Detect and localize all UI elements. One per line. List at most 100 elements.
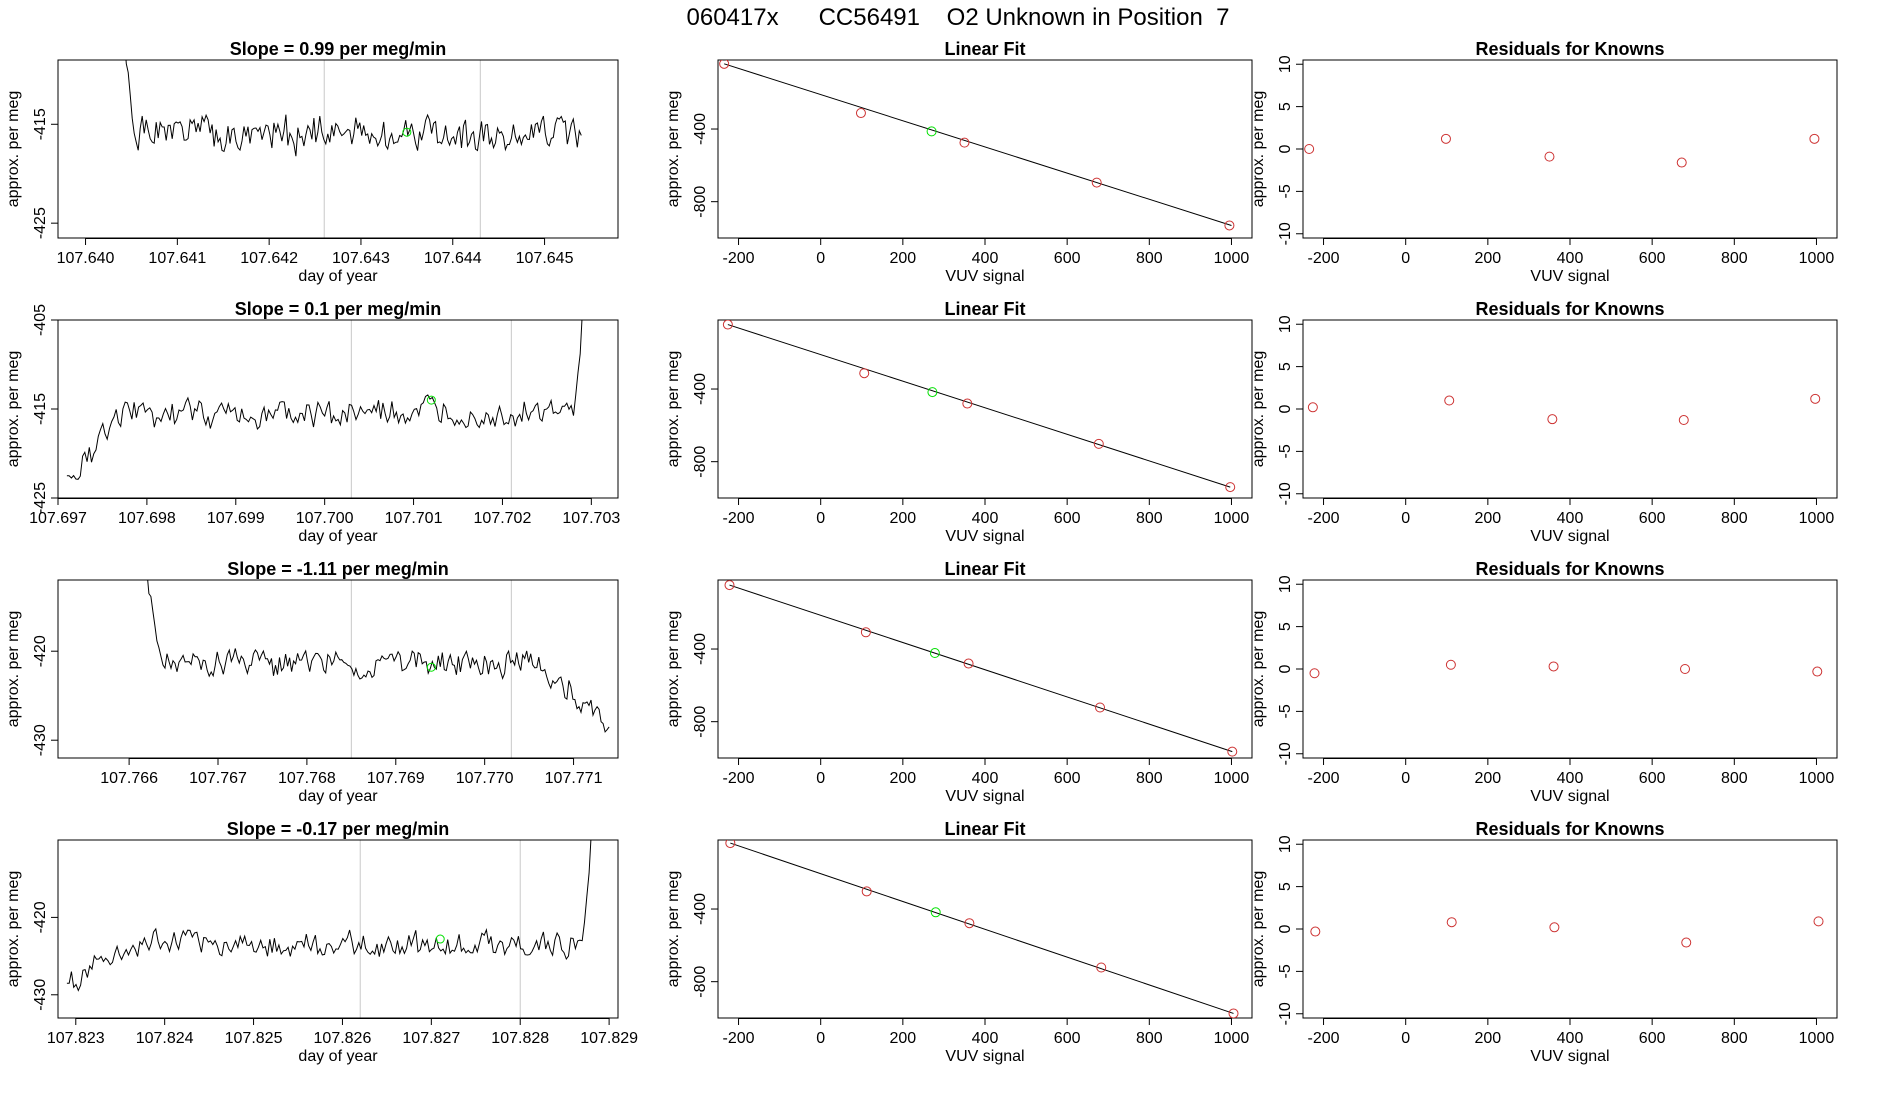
x-tick-label: 107.698 <box>118 510 176 527</box>
y-tick-label: -10 <box>1277 742 1294 765</box>
y-tick-label: -405 <box>32 304 49 336</box>
y-tick-label: -400 <box>692 113 709 145</box>
x-tick-label: 107.645 <box>516 250 574 267</box>
x-tick-label: -200 <box>723 510 755 527</box>
residuals-panel-row4: Residuals for Knowns-200 0 200 400 600 800 100… <box>1250 819 1838 1065</box>
known-point <box>725 840 736 849</box>
y-tick-label: -420 <box>32 635 49 667</box>
y-axis-title: approx. per meg <box>665 91 682 208</box>
plot-area <box>719 60 1235 231</box>
x-tick-label: -200 <box>723 770 755 787</box>
panel-title: Residuals for Knowns <box>1475 39 1664 59</box>
x-axis-title: VUV signal <box>945 1048 1024 1065</box>
x-tick-label: -200 <box>1308 250 1340 267</box>
residual-point <box>1681 937 1692 948</box>
fit-line <box>724 63 1232 226</box>
residual-point <box>1548 661 1559 672</box>
x-tick-label: 107.829 <box>580 1030 638 1047</box>
x-tick-label: 107.770 <box>456 770 514 787</box>
plot-frame <box>57 579 619 759</box>
plot-frame <box>717 839 1253 1019</box>
x-tick-label: 800 <box>1136 510 1163 527</box>
x-tick-label: 400 <box>1557 1030 1584 1047</box>
x-tick-label: 400 <box>972 1030 999 1047</box>
known-point <box>1225 482 1236 493</box>
unknown-marker <box>402 127 412 137</box>
y-tick-label: -5 <box>1277 704 1294 718</box>
x-tick-label: 1000 <box>1799 1030 1835 1047</box>
panel-title: Slope = 0.99 per meg/min <box>230 39 447 59</box>
y-tick-label: -400 <box>692 893 709 925</box>
residual-point <box>1809 133 1820 144</box>
plot-frame <box>717 59 1253 239</box>
residuals-panel-row1: Residuals for Knowns-200 0 200 400 600 800 100… <box>1250 39 1838 285</box>
plot-area <box>125 60 582 157</box>
x-tick-label: 107.766 <box>100 770 158 787</box>
residual-point <box>1544 151 1555 162</box>
x-tick-label: 0 <box>1401 1030 1410 1047</box>
plot-area <box>724 580 1238 757</box>
unknown-point <box>926 126 937 137</box>
x-tick-label: 200 <box>1474 250 1501 267</box>
plot-area <box>725 840 1239 1018</box>
x-tick-label: 107.697 <box>29 510 87 527</box>
y-tick-label: -10 <box>1277 482 1294 505</box>
x-tick-label: 200 <box>889 510 916 527</box>
y-tick-label: -425 <box>32 482 49 514</box>
plot-frame <box>57 839 619 1019</box>
known-point <box>860 627 871 638</box>
x-tick-label: -200 <box>1308 770 1340 787</box>
timeseries-line <box>66 320 583 480</box>
unknown-marker <box>426 395 436 405</box>
known-point <box>861 886 872 897</box>
x-tick-label: 107.641 <box>148 250 206 267</box>
x-tick-label: 107.825 <box>225 1030 283 1047</box>
x-tick-label: -200 <box>1308 510 1340 527</box>
x-axis-title: day of year <box>298 268 378 285</box>
residual-point <box>1547 414 1558 425</box>
residual-point <box>1309 668 1320 679</box>
x-tick-label: -200 <box>1308 1030 1340 1047</box>
panel-title: Slope = -1.11 per meg/min <box>227 559 449 579</box>
x-axis-title: VUV signal <box>945 268 1024 285</box>
y-tick-label: -5 <box>1277 184 1294 198</box>
x-tick-label: 107.700 <box>296 510 354 527</box>
x-tick-label: 0 <box>1401 770 1410 787</box>
panel-title: Linear Fit <box>944 299 1025 319</box>
known-point <box>963 658 974 669</box>
page-title: 060417x CC56491 O2 Unknown in Position 7 <box>687 4 1230 31</box>
known-point <box>1096 962 1107 973</box>
linear_fit-panel-row1: Linear Fit -200 0 200 400 600 800 1000 -400 -800 V… <box>665 39 1253 285</box>
x-tick-label: 107.771 <box>545 770 603 787</box>
residual-point <box>1678 415 1689 426</box>
x-tick-label: 800 <box>1721 770 1748 787</box>
x-tick-label: 800 <box>1136 250 1163 267</box>
x-tick-label: 400 <box>972 510 999 527</box>
y-tick-label: -800 <box>692 446 709 478</box>
x-tick-label: 600 <box>1054 770 1081 787</box>
x-tick-label: 800 <box>1721 510 1748 527</box>
known-point <box>1093 438 1104 449</box>
timeseries-line <box>125 60 582 157</box>
x-tick-label: 400 <box>1557 510 1584 527</box>
x-tick-label: 200 <box>889 770 916 787</box>
y-tick-label: -5 <box>1277 964 1294 978</box>
y-axis-title: approx. per meg <box>5 91 22 208</box>
plot-area <box>1304 133 1820 168</box>
y-tick-label: -430 <box>32 724 49 756</box>
x-tick-label: 107.827 <box>402 1030 460 1047</box>
y-tick-label: -5 <box>1277 444 1294 458</box>
x-axis-title: day of year <box>298 788 378 805</box>
y-axis-title: approx. per meg <box>1250 871 1267 988</box>
x-axis-title: VUV signal <box>945 788 1024 805</box>
known-point <box>962 398 973 409</box>
linear_fit-panel-row4: Linear Fit -200 0 200 400 600 800 1000 -400 -800 V… <box>665 819 1253 1065</box>
y-axis-title: approx. per meg <box>1250 351 1267 468</box>
y-tick-label: 10 <box>1277 315 1294 333</box>
residual-point <box>1440 133 1451 144</box>
unknown-marker <box>426 662 436 672</box>
plot-area <box>1309 659 1823 679</box>
x-tick-label: 107.823 <box>47 1030 105 1047</box>
panel-title: Linear Fit <box>944 559 1025 579</box>
